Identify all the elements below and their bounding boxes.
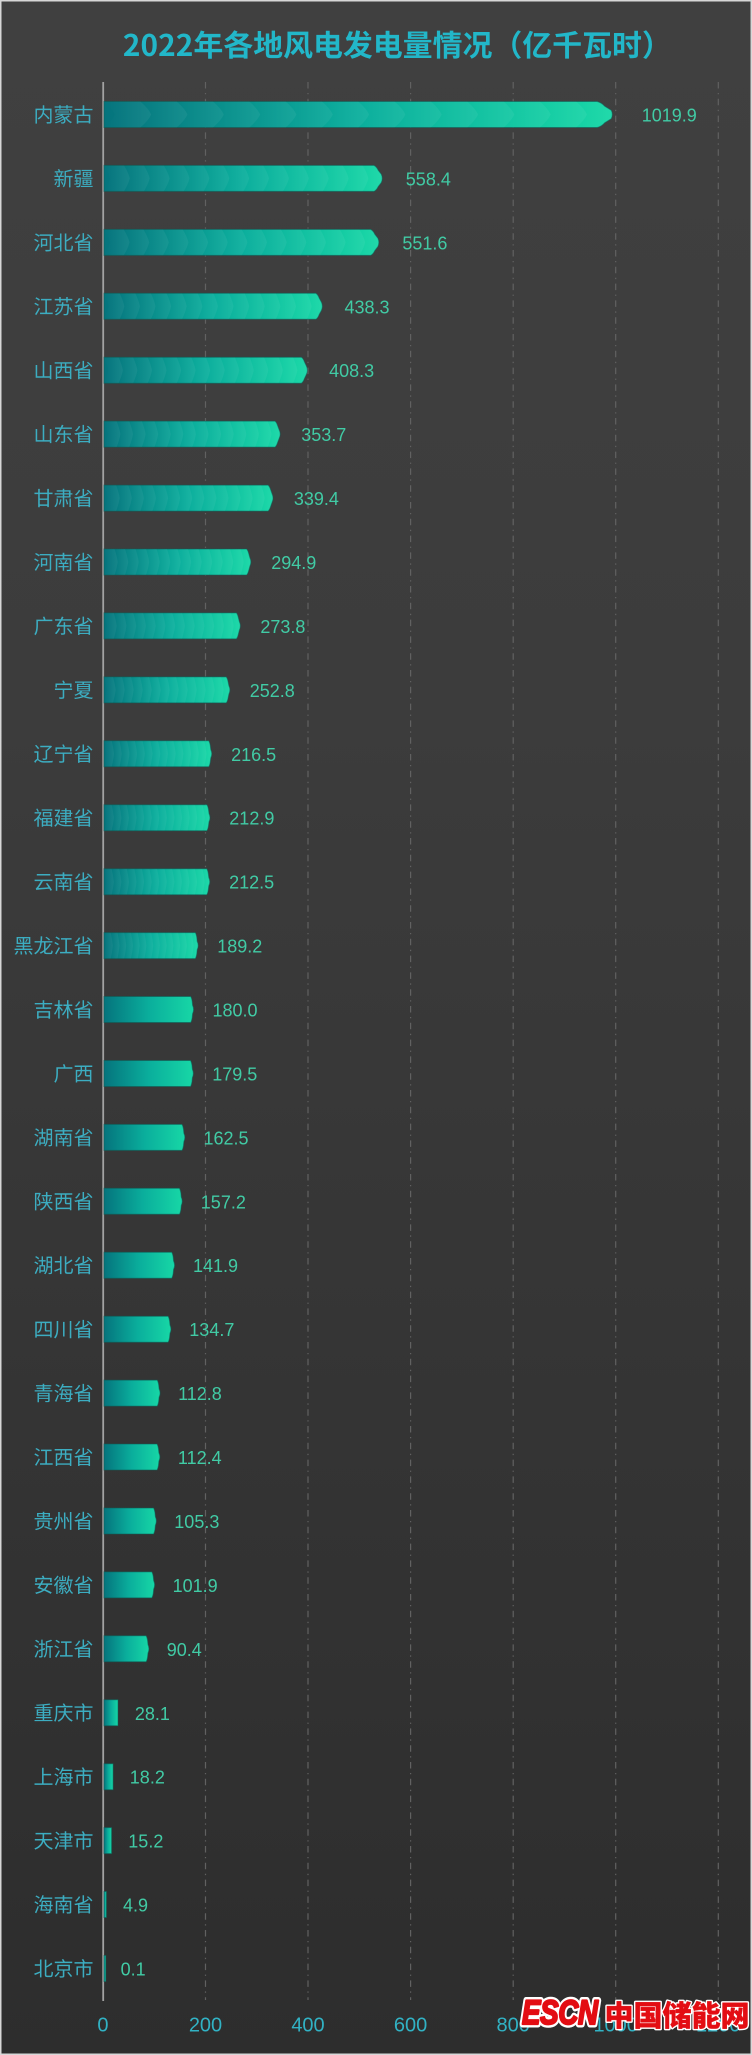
svg-text:ESCN: ESCN: [522, 1993, 599, 2032]
svg-text:112.4: 112.4: [178, 1448, 222, 1468]
svg-text:551.6: 551.6: [402, 233, 447, 253]
svg-text:28.1: 28.1: [135, 1704, 170, 1724]
svg-text:15.2: 15.2: [128, 1832, 163, 1852]
svg-text:179.5: 179.5: [212, 1065, 257, 1085]
svg-text:141.9: 141.9: [193, 1256, 238, 1276]
svg-text:294.9: 294.9: [271, 553, 316, 573]
svg-text:90.4: 90.4: [167, 1640, 202, 1660]
svg-text:162.5: 162.5: [204, 1128, 249, 1148]
svg-text:18.2: 18.2: [130, 1768, 165, 1788]
svg-text:189.2: 189.2: [217, 937, 262, 957]
svg-text:252.8: 252.8: [250, 681, 295, 701]
svg-text:180.0: 180.0: [213, 1001, 258, 1021]
svg-text:112.8: 112.8: [178, 1384, 222, 1404]
svg-text:4.9: 4.9: [123, 1896, 148, 1916]
svg-text:353.7: 353.7: [301, 425, 346, 445]
svg-text:216.5: 216.5: [231, 745, 276, 765]
svg-text:800: 800: [497, 2015, 530, 2037]
svg-text:600: 600: [394, 2015, 427, 2037]
svg-text:134.7: 134.7: [189, 1320, 234, 1340]
svg-text:105.3: 105.3: [174, 1512, 219, 1532]
svg-text:0: 0: [97, 2015, 108, 2037]
svg-text:400: 400: [291, 2015, 324, 2037]
svg-text:273.8: 273.8: [260, 617, 305, 637]
svg-text:101.9: 101.9: [173, 1576, 218, 1596]
svg-text:0.1: 0.1: [121, 1960, 146, 1980]
svg-text:212.9: 212.9: [229, 809, 274, 829]
svg-text:157.2: 157.2: [201, 1192, 246, 1212]
svg-text:ESCN: ESCN: [522, 1993, 599, 2032]
svg-text:1019.9: 1019.9: [642, 106, 697, 126]
svg-text:200: 200: [189, 2015, 222, 2037]
svg-text:339.4: 339.4: [294, 489, 339, 509]
svg-text:212.5: 212.5: [229, 873, 274, 893]
svg-text:438.3: 438.3: [345, 297, 390, 317]
svg-text:558.4: 558.4: [406, 169, 451, 189]
svg-text:408.3: 408.3: [329, 361, 374, 381]
